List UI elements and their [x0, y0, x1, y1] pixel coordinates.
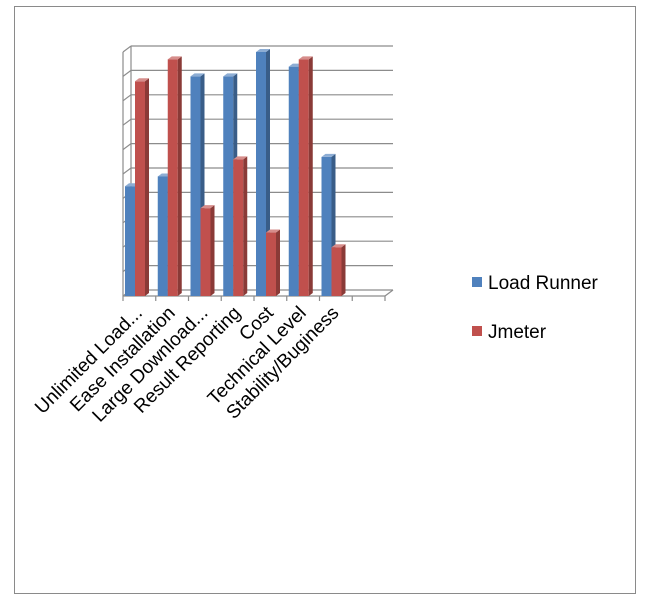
bar-jmeter [298, 56, 313, 296]
legend-swatch [472, 326, 482, 336]
bar-front [298, 59, 309, 296]
bar-front [125, 186, 135, 296]
bar-front [200, 208, 211, 296]
bar-side [276, 229, 280, 296]
bar-side [210, 205, 215, 296]
chart-frame [14, 6, 636, 594]
category-labels: Unlimited Load...Ease InstallationLarge … [31, 302, 343, 426]
bar-top [135, 78, 149, 82]
legend: Load Runner Jmeter [472, 273, 599, 343]
bar-front [331, 247, 342, 296]
bar-top [256, 49, 270, 52]
bar-jmeter [200, 205, 215, 296]
bar-side [243, 156, 248, 296]
bar-jmeter [135, 78, 149, 296]
bar-front [321, 156, 332, 296]
bar-front [256, 52, 266, 296]
bar-front [167, 59, 178, 296]
bar-top [233, 156, 248, 160]
bar-jmeter [331, 244, 346, 296]
bar-side [308, 56, 313, 296]
bar-jmeter [233, 156, 248, 296]
bar-front [135, 81, 145, 296]
floor-right-edge [384, 289, 394, 297]
bar-side [177, 56, 182, 296]
legend-swatch [472, 277, 482, 287]
bar-top [298, 56, 313, 60]
legend-label: Load Runner [488, 273, 599, 294]
bar-top [331, 244, 346, 248]
bar-top [190, 73, 205, 77]
bar-top [200, 205, 215, 209]
bar-front [157, 176, 168, 296]
bar-top [223, 73, 238, 77]
gridline-depth [122, 94, 132, 102]
gridline-depth [122, 167, 132, 175]
bar-jmeter [266, 229, 280, 296]
bar-top [321, 153, 336, 157]
bar-front [190, 76, 201, 297]
bar-side [341, 244, 346, 296]
gridline-depth [122, 118, 132, 126]
bars [125, 49, 346, 297]
bar-jmeter [167, 56, 182, 296]
bar-side [145, 78, 149, 296]
gridline-depth [122, 69, 132, 77]
bar-front [233, 159, 244, 296]
legend-label: Jmeter [488, 322, 547, 343]
bar-front [288, 66, 299, 296]
gridline-depth [122, 45, 132, 53]
bar-top [167, 56, 182, 60]
bar-front [223, 76, 234, 297]
bar-top [266, 229, 280, 233]
gridline-depth [122, 143, 132, 151]
bar-front [266, 232, 276, 296]
